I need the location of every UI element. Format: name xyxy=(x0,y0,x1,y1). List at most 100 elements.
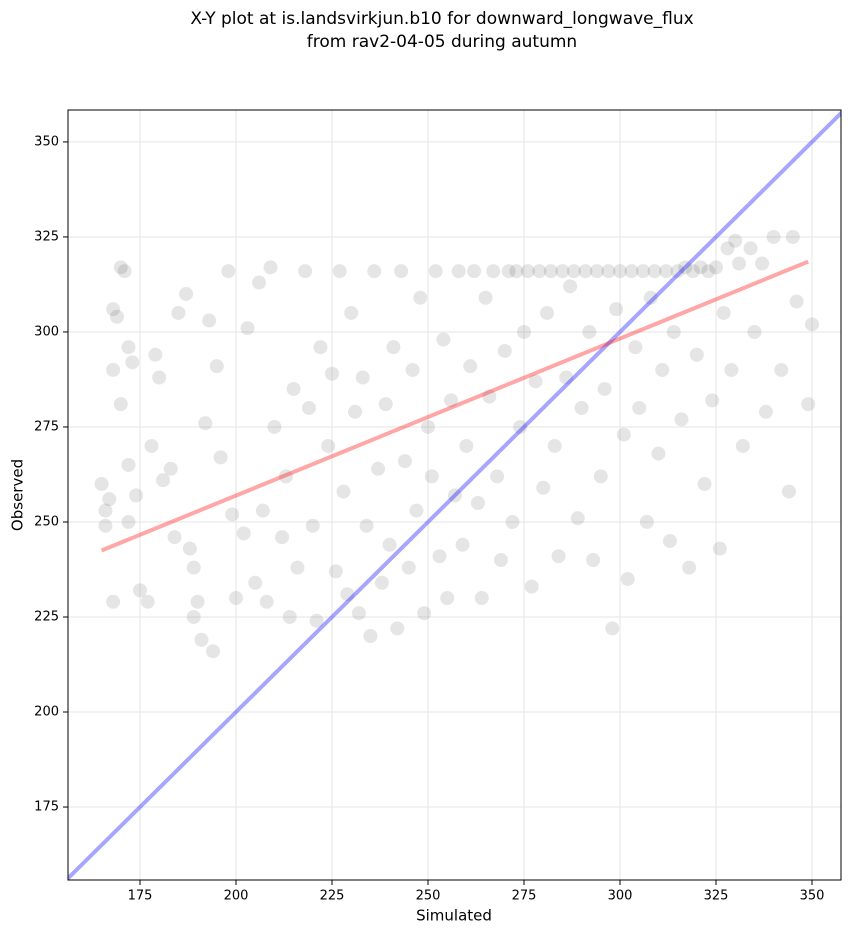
point xyxy=(536,480,551,495)
point xyxy=(447,488,462,503)
point xyxy=(367,264,382,279)
point xyxy=(513,419,528,434)
point xyxy=(417,606,432,621)
point xyxy=(593,469,608,484)
point xyxy=(129,488,144,503)
point xyxy=(259,594,274,609)
point xyxy=(728,233,743,248)
point xyxy=(148,347,163,362)
point xyxy=(205,644,220,659)
point xyxy=(697,476,712,491)
point xyxy=(597,381,612,396)
point xyxy=(555,264,570,279)
plot-area xyxy=(68,110,841,880)
point xyxy=(421,419,436,434)
point xyxy=(182,541,197,556)
point xyxy=(390,621,405,636)
point xyxy=(636,264,651,279)
point xyxy=(236,526,251,541)
point xyxy=(732,256,747,271)
point xyxy=(363,629,378,644)
point xyxy=(424,469,439,484)
point xyxy=(121,457,136,472)
y-tick-label: 175 xyxy=(34,800,59,815)
point xyxy=(444,393,459,408)
point xyxy=(670,264,685,279)
point xyxy=(616,427,631,442)
point xyxy=(106,594,121,609)
point xyxy=(213,450,228,465)
point xyxy=(351,606,366,621)
y-tick-label: 350 xyxy=(34,134,59,149)
point xyxy=(474,590,489,605)
point xyxy=(355,370,370,385)
point xyxy=(678,260,693,275)
point xyxy=(735,438,750,453)
point xyxy=(712,541,727,556)
point xyxy=(278,469,293,484)
point xyxy=(198,416,213,431)
point xyxy=(413,290,428,305)
point xyxy=(186,560,201,575)
point xyxy=(666,324,681,339)
point xyxy=(532,264,547,279)
point xyxy=(540,305,555,320)
point xyxy=(543,264,558,279)
y-tick-label: 225 xyxy=(34,609,59,624)
y-tick-label: 200 xyxy=(34,705,59,720)
point xyxy=(467,264,482,279)
point xyxy=(152,370,167,385)
point xyxy=(167,530,182,545)
point xyxy=(701,264,716,279)
point xyxy=(609,302,624,317)
point xyxy=(121,514,136,529)
point xyxy=(789,294,804,309)
point xyxy=(202,313,217,328)
point xyxy=(613,264,628,279)
point xyxy=(156,473,171,488)
point xyxy=(298,264,313,279)
point xyxy=(470,495,485,510)
point xyxy=(589,264,604,279)
point xyxy=(785,229,800,244)
point xyxy=(705,393,720,408)
point xyxy=(409,503,424,518)
point xyxy=(121,340,136,355)
x-tick-label: 275 xyxy=(512,889,537,904)
point xyxy=(125,355,140,370)
point xyxy=(709,260,724,275)
point xyxy=(716,305,731,320)
point xyxy=(336,484,351,499)
x-tick-label: 225 xyxy=(320,889,345,904)
point xyxy=(451,264,466,279)
point xyxy=(685,264,700,279)
point xyxy=(194,632,209,647)
point xyxy=(248,575,263,590)
point xyxy=(574,400,589,415)
line xyxy=(68,110,841,880)
point xyxy=(98,518,113,533)
point xyxy=(344,305,359,320)
point xyxy=(490,469,505,484)
x-tick-label: 300 xyxy=(608,889,633,904)
y-tick-label: 275 xyxy=(34,419,59,434)
point xyxy=(305,518,320,533)
point xyxy=(359,518,374,533)
point xyxy=(436,332,451,347)
point xyxy=(309,613,324,628)
point xyxy=(109,309,124,324)
point xyxy=(286,381,301,396)
point xyxy=(528,374,543,389)
point xyxy=(570,511,585,526)
point xyxy=(432,549,447,564)
point xyxy=(605,621,620,636)
point xyxy=(394,264,409,279)
point xyxy=(586,552,601,567)
point xyxy=(325,366,340,381)
point xyxy=(632,400,647,415)
point xyxy=(582,324,597,339)
point xyxy=(190,594,205,609)
point xyxy=(113,397,128,412)
point xyxy=(524,579,539,594)
